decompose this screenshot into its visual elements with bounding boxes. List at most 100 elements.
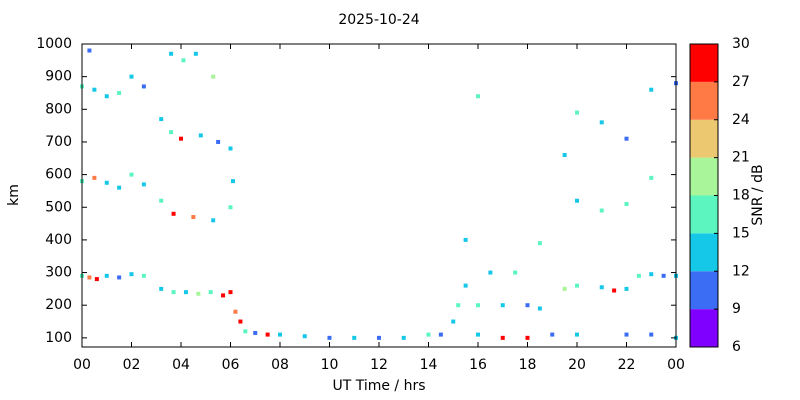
data-point: [179, 136, 183, 141]
x-tick-label: 12: [370, 357, 388, 373]
data-point: [216, 139, 221, 144]
y-tick-label: 200: [45, 297, 72, 313]
data-point: [401, 335, 406, 340]
data-point: [196, 291, 201, 296]
data-point: [463, 237, 468, 242]
data-point: [238, 319, 243, 324]
data-point: [624, 136, 629, 141]
data-point: [488, 270, 493, 275]
data-point: [243, 329, 248, 334]
data-point: [228, 205, 233, 210]
data-point: [426, 332, 431, 337]
data-point: [451, 319, 456, 324]
data-point: [476, 332, 480, 337]
data-point: [230, 179, 235, 184]
data-point: [537, 306, 542, 311]
data-point: [575, 110, 579, 115]
x-tick-label: 00: [73, 357, 91, 373]
data-point: [649, 332, 654, 337]
data-point: [104, 180, 109, 185]
data-point: [169, 51, 174, 56]
data-point: [141, 273, 146, 278]
data-point: [476, 94, 480, 99]
y-tick-label: 600: [45, 167, 72, 183]
data-point: [129, 272, 134, 277]
data-point: [159, 198, 164, 203]
x-tick-label: 02: [123, 357, 141, 373]
x-tick-label: 04: [172, 357, 190, 373]
data-point: [159, 117, 164, 122]
data-point: [612, 288, 617, 293]
data-point: [117, 275, 122, 280]
y-tick-label: 900: [45, 69, 72, 85]
data-point: [649, 175, 654, 180]
data-point: [265, 332, 270, 337]
data-point: [129, 74, 134, 79]
colorbar-swatch: [690, 157, 718, 196]
data-point: [624, 286, 629, 291]
data-point: [377, 335, 381, 340]
data-point: [191, 215, 196, 220]
colorbar-label: SNR / dB: [750, 164, 766, 225]
data-point: [575, 332, 579, 337]
data-point: [159, 286, 164, 291]
colorbar-tick-label: 30: [732, 36, 750, 52]
y-tick-label: 500: [45, 199, 72, 215]
data-point: [327, 335, 332, 340]
data-point: [141, 84, 146, 89]
data-point: [183, 290, 188, 295]
y-tick-label: 100: [45, 330, 72, 346]
data-point: [463, 283, 468, 288]
data-point: [624, 201, 629, 206]
data-point: [599, 208, 604, 213]
data-point: [87, 275, 92, 280]
y-tick-label: 1000: [36, 36, 72, 52]
plot-frame: [81, 43, 677, 348]
data-point: [476, 303, 480, 308]
data-point: [525, 335, 530, 340]
data-point: [171, 290, 176, 295]
data-point: [228, 146, 233, 151]
data-point: [500, 303, 505, 308]
data-point: [525, 303, 530, 308]
data-point: [171, 211, 176, 216]
data-point: [211, 74, 216, 79]
colorbar-tick-label: 15: [732, 225, 750, 241]
data-point: [599, 120, 604, 125]
y-tick-label: 400: [45, 232, 72, 248]
x-axis-label: UT Time / hrs: [332, 378, 425, 394]
data-point: [253, 330, 258, 335]
colorbar-swatch: [690, 119, 718, 158]
data-point: [104, 273, 109, 278]
data-point: [550, 332, 555, 337]
data-point: [141, 182, 146, 187]
colorbar-swatch: [690, 309, 718, 347]
colorbar-tick-label: 24: [732, 112, 750, 128]
data-point: [278, 332, 282, 337]
data-point: [208, 290, 213, 295]
data-point: [500, 335, 505, 340]
x-tick-label: 20: [568, 357, 586, 373]
colorbar-tick-label: 9: [732, 301, 741, 317]
data-point: [233, 309, 238, 314]
y-tick-label: 300: [45, 265, 72, 281]
data-point: [198, 133, 203, 138]
colorbar-tick-label: 27: [732, 74, 750, 90]
colorbar-tick-label: 12: [732, 263, 750, 279]
data-point: [575, 198, 579, 203]
data-point: [92, 175, 97, 180]
data-point: [94, 277, 99, 282]
data-point: [649, 87, 654, 92]
data-point: [117, 90, 122, 95]
data-point: [117, 185, 122, 190]
data-point: [575, 283, 579, 288]
x-tick-label: 06: [222, 357, 240, 373]
x-tick-label: 10: [321, 357, 339, 373]
colorbar-swatch: [690, 195, 718, 234]
data-point: [92, 87, 97, 92]
colorbar-swatch: [690, 233, 718, 272]
data-point: [169, 130, 174, 135]
colorbar-swatch: [690, 81, 718, 120]
colorbar-tick-label: 18: [732, 188, 750, 204]
